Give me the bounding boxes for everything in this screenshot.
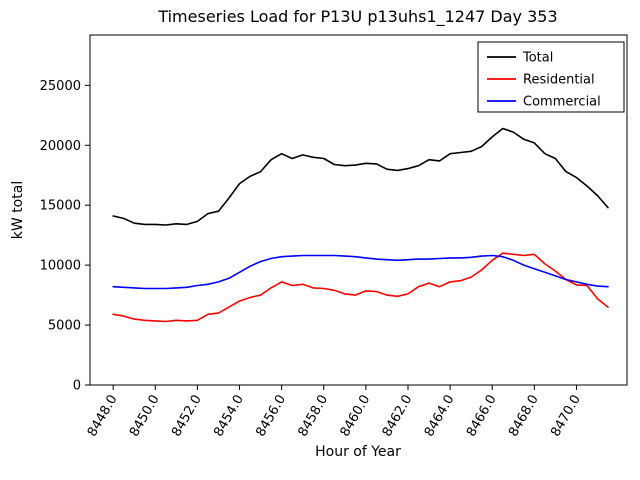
x-tick-label: 8454.0 [211,393,247,440]
legend-label-residential: Residential [523,73,595,88]
x-tick-label: 8458.0 [295,393,331,440]
y-tick-label: 0 [73,379,81,394]
y-tick-label: 20000 [40,139,81,154]
plot-border [89,34,628,386]
x-tick-label: 8466.0 [464,392,500,439]
x-tick-label: 8460.0 [338,393,374,440]
series-line-commercial [112,254,609,290]
series-line-residential [112,252,609,323]
x-axis-ticks: 8448.0 8450.0 8452.0 8454.0 8456.0 8458.0 8460… [85,385,584,439]
legend-label-total: Total [522,51,553,66]
y-tick-label: 25000 [40,79,81,94]
y-axis-ticks: 0 5000 10000 15000 20000 25000 [40,79,90,394]
x-tick-label: 8450.0 [127,393,163,440]
y-axis-label: kW total [10,181,26,239]
x-tick-label: 8448.0 [85,393,121,440]
x-tick-label: 8464.0 [422,393,458,440]
x-tick-label: 8456.0 [253,393,289,440]
x-tick-label: 8462.0 [380,393,416,440]
y-tick-label: 15000 [40,199,81,214]
x-tick-label: 8452.0 [169,393,205,440]
data-lines [112,127,609,323]
legend-label-commercial: Commercial [523,95,601,110]
x-axis-label: Hour of Year [315,444,401,460]
y-tick-label: 5000 [48,319,81,334]
chart-title: Timeseries Load for P13U p13uhs1_1247 Da… [157,7,557,27]
x-tick-label: 8470.0 [548,393,584,440]
legend: Total Residential Commercial [477,41,625,113]
y-tick-label: 10000 [40,259,81,274]
series-line-total [112,127,609,226]
x-tick-label: 8468.0 [506,393,542,440]
